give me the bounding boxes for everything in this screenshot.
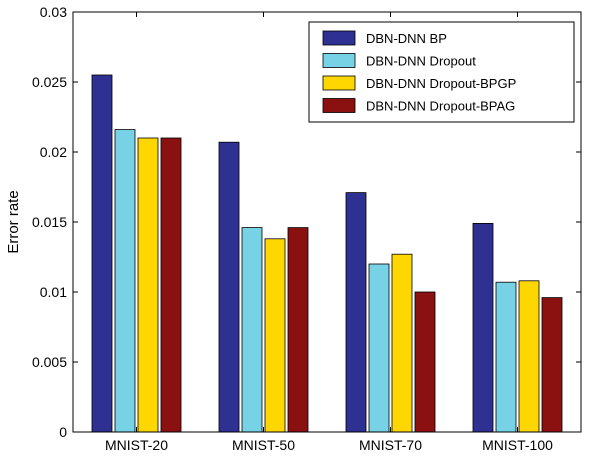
bar-series-3-mnist-70 [391,253,413,433]
legend-label-4: DBN-DNN Dropout-BPAG [366,99,515,114]
legend-label-1: DBN-DNN BP [366,31,447,46]
legend-label-3: DBN-DNN Dropout-BPGP [366,76,516,91]
x-tick-label: MNIST-20 [105,437,168,453]
axes-group: 0 0.005 0.01 0.015 0.02 0.025 0.03 MNIST-20 MNIS… [32,4,582,453]
legend-swatch-3 [322,75,356,91]
bar-series-3-mnist-50 [264,238,286,433]
y-tick-label: 0 [59,424,67,440]
legend-swatch-1 [322,30,356,46]
bar-series-3-mnist-100 [518,280,540,433]
y-tick-label: 0.025 [32,74,67,90]
bar-series-1-mnist-70 [345,192,367,433]
bar-series-4-mnist-100 [541,297,563,433]
bar-series-2-mnist-50 [241,227,263,433]
bar-series-2-mnist-100 [495,281,517,433]
y-tick-label: 0.015 [32,214,67,230]
bar-series-1-mnist-20 [91,74,113,433]
bar-series-2-mnist-20 [114,129,136,433]
legend-label-2: DBN-DNN Dropout [366,54,476,69]
y-tick-label: 0.03 [40,4,67,20]
bar-series-1-mnist-50 [218,141,240,433]
bar-series-4-mnist-50 [287,227,309,433]
bar-series-4-mnist-70 [414,291,436,433]
y-tick-label: 0.005 [32,354,67,370]
bar-series-1-mnist-100 [472,222,494,433]
x-tick-label: MNIST-70 [359,437,422,453]
y-axis-label: Error rate [5,190,22,253]
legend: DBN-DNN BP DBN-DNN Dropout DBN-DNN Dropout… [308,21,575,123]
legend-swatch-4 [322,98,356,113]
y-tick-label: 0.02 [40,144,67,160]
legend-swatch-2 [322,53,356,68]
bar-series-4-mnist-20 [160,137,182,433]
bars-group [91,74,563,433]
bar-series-3-mnist-20 [137,137,159,433]
y-tick-label: 0.01 [40,284,67,300]
x-tick-label: MNIST-100 [482,437,553,453]
x-tick-label: MNIST-50 [232,437,295,453]
bar-series-2-mnist-70 [368,263,390,433]
